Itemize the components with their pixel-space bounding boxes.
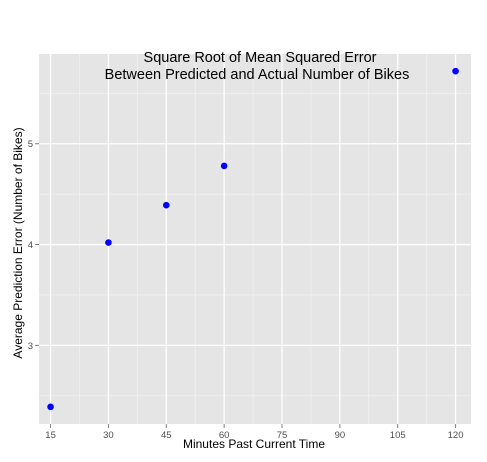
x-axis-title: Minutes Past Current Time: [183, 437, 325, 451]
y-axis-title: Average Prediction Error (Number of Bike…: [11, 127, 25, 358]
chart-subtitle: Between Predicted and Actual Number of B…: [105, 67, 410, 83]
x-tick-label: 45: [161, 430, 172, 441]
x-tick-label: 75: [277, 430, 288, 441]
y-tick-label: 4: [28, 240, 33, 251]
y-axis: 3 4 5: [28, 139, 39, 352]
data-point: [105, 239, 112, 246]
x-tick-label: 60: [219, 430, 230, 441]
x-axis: 15 30 45 60 75 90 105 120: [45, 424, 464, 441]
x-tick-label: 15: [45, 430, 56, 441]
panel-background: [39, 54, 471, 424]
data-points: [47, 67, 459, 411]
plot-panel: [39, 54, 471, 424]
x-tick-label: 105: [390, 430, 406, 441]
data-point: [47, 403, 54, 411]
data-point: [452, 67, 459, 75]
x-tick-label: 120: [448, 430, 464, 441]
x-tick-label: 30: [103, 430, 114, 441]
x-tick-label: 90: [335, 430, 346, 441]
minor-gridlines: [39, 54, 471, 424]
y-tick-label: 5: [28, 139, 33, 150]
data-point: [220, 162, 228, 170]
chart-title: Square Root of Mean Squared Error: [144, 50, 377, 66]
data-point: [162, 201, 170, 209]
y-tick-label: 3: [28, 341, 33, 352]
